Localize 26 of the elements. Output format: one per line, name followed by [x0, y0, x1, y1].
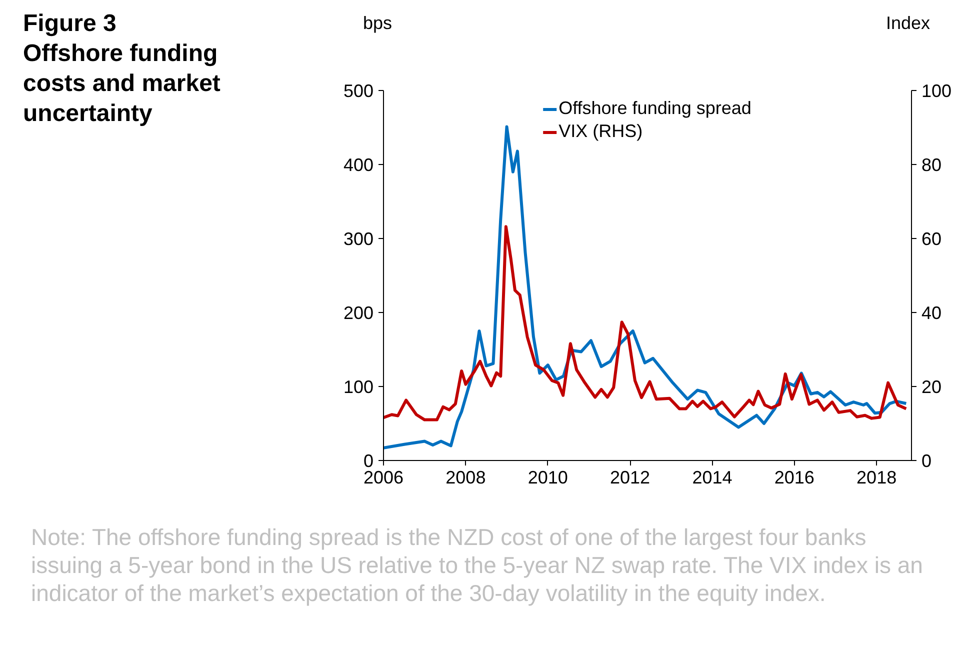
x-tick-label: 2016 [774, 468, 814, 488]
y2-tick-label: 20 [922, 377, 942, 397]
y-tick-label: 400 [343, 155, 374, 175]
y2-tick-label: 100 [922, 81, 952, 101]
y2-tick-label: 40 [922, 303, 942, 323]
text: Offshore funding costs and market uncertainty [23, 40, 220, 127]
x-tick-label: 2012 [610, 468, 650, 488]
line-series [384, 225, 908, 422]
y-tick-label: 500 [343, 81, 374, 101]
x-tick-label: 2018 [856, 468, 897, 488]
y-tick-label: 300 [343, 229, 374, 249]
y-tick-label: 200 [343, 303, 374, 323]
line-series [384, 125, 908, 450]
y-axis-title: bps [363, 12, 392, 35]
legend-label: VIX (RHS) [558, 121, 643, 142]
y2-tick-label: 80 [922, 155, 942, 175]
x-tick-label: 2008 [446, 468, 486, 488]
x-tick-label: 2014 [692, 468, 732, 488]
x-tick-label: 2010 [528, 468, 568, 488]
text: Note: The offshore funding spread is the NZD cost of one of the largest four banks issuing a 5-year bond in the US relative to the 5-year NZ swap rate. The VIX index is an indicator of the market’s expectation of the 30-day volatility in the equity index. [30, 523, 924, 607]
text: Figure 3 [23, 10, 116, 37]
y2-tick-label: 0 [922, 451, 932, 471]
y-tick-label: 100 [343, 377, 374, 397]
y2-tick-label: 60 [922, 229, 942, 249]
y2-axis-title: Index [886, 12, 930, 35]
legend-label: Offshore funding spread [558, 98, 752, 119]
